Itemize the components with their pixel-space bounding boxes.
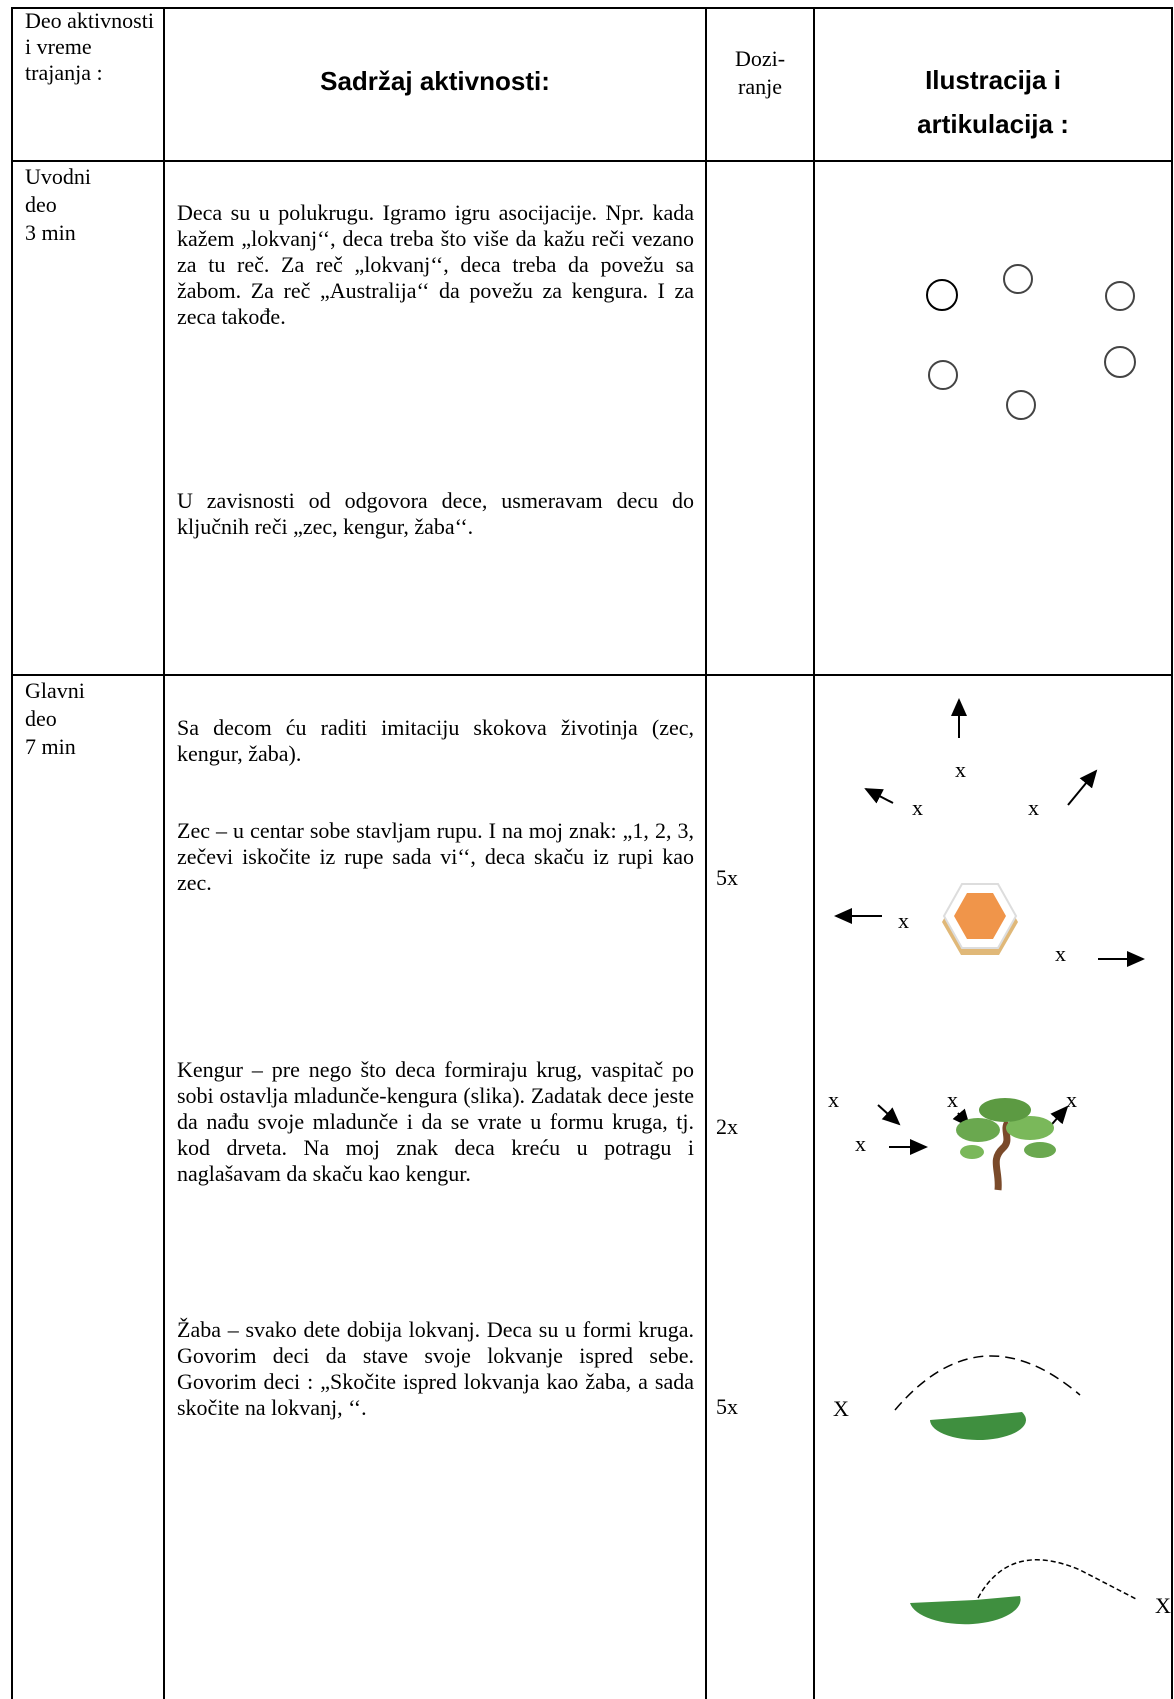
illustration-label: x (1055, 941, 1066, 966)
paragraph: Zec – u centar sobe stavljam rupu. I na … (177, 818, 694, 895)
row-part: Glavni (25, 678, 85, 703)
dosage: 5x (716, 1394, 738, 1419)
illustration-label: x (1066, 1087, 1077, 1112)
col-line (163, 7, 165, 1699)
header-content: Sadržaj aktivnosti: (320, 66, 550, 96)
circles (926, 264, 1136, 420)
paragraph: U zavisnosti od odgovora dece, usmeravam… (177, 488, 694, 539)
hole (942, 883, 1018, 955)
paragraph: Deca su u polukrugu. Igramo igru asocija… (177, 200, 694, 329)
table-border (11, 7, 1172, 9)
col-line (705, 7, 707, 1699)
header-illustration: Ilustracija i (925, 65, 1061, 95)
illustration-label: x (955, 757, 966, 782)
row-line (11, 674, 1172, 676)
row-part: 7 min (25, 734, 76, 759)
row-part: deo (25, 192, 57, 217)
col-line (813, 7, 815, 1699)
row-part: 3 min (25, 220, 76, 245)
row-part: deo (25, 706, 57, 731)
dosage: 2x (716, 1114, 738, 1139)
illustration-label: x (898, 908, 909, 933)
row-part: Uvodni (25, 164, 91, 189)
row-line (11, 160, 1172, 162)
tree (956, 1098, 1056, 1191)
illustration-label: x (947, 1087, 958, 1112)
table-border (1171, 7, 1173, 1699)
illustration-label: x (1028, 795, 1039, 820)
illustration-label: X (1155, 1593, 1171, 1618)
illustration-label: X (833, 1396, 849, 1421)
dosage: 5x (716, 865, 738, 890)
header-part: Deo aktivnosti i vreme trajanja : (25, 8, 154, 85)
paragraph: Sa decom ću raditi imitaciju skokova živ… (177, 715, 694, 766)
header-dosage: ranje (738, 74, 782, 99)
paragraph: Žaba – svako dete dobija lokvanj. Deca s… (177, 1317, 694, 1420)
lily-pads (910, 1412, 1026, 1625)
header-illustration: artikulacija : (917, 109, 1069, 139)
arrows (834, 698, 1145, 1155)
col-line (11, 7, 13, 1699)
jump-arcs (894, 1355, 1139, 1601)
illustration-label: x (912, 795, 923, 820)
illustration-label: x (828, 1087, 839, 1112)
paragraph: Kengur – pre nego što deca formiraju kru… (177, 1057, 694, 1186)
header-dosage: Dozi- (734, 46, 786, 71)
illustration-label: x (855, 1131, 866, 1156)
